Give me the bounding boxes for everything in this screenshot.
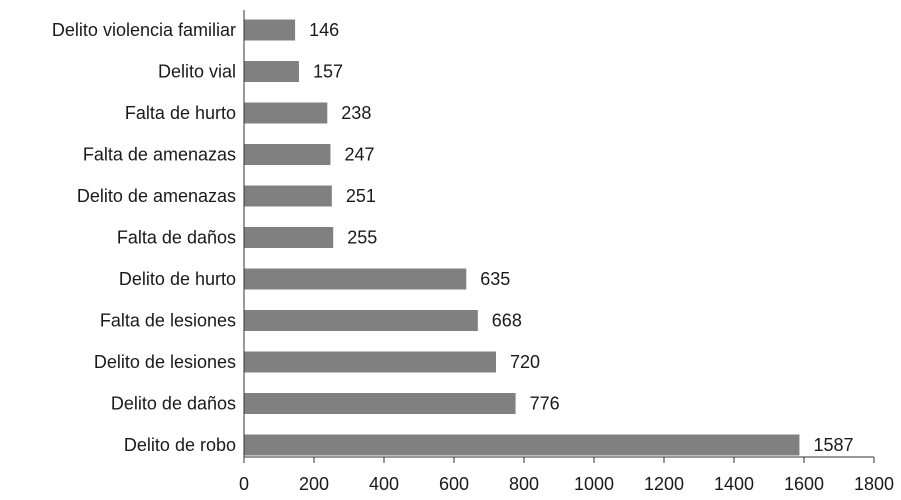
- category-label: Falta de lesiones: [100, 311, 236, 331]
- value-label: 720: [510, 352, 540, 372]
- value-label: 157: [313, 62, 343, 82]
- bar: [244, 144, 331, 165]
- value-label: 251: [346, 186, 376, 206]
- x-tick-label: 0: [239, 474, 249, 494]
- category-label: Delito de daños: [111, 394, 236, 414]
- value-label: 1587: [813, 435, 853, 455]
- value-label: 776: [530, 394, 560, 414]
- bar: [244, 19, 296, 41]
- x-tick-label: 1600: [784, 474, 824, 494]
- bar: [244, 61, 299, 82]
- bar: [244, 434, 800, 456]
- bars-group: [244, 19, 800, 456]
- x-tick-label: 600: [439, 474, 469, 494]
- axis-group: [243, 10, 874, 458]
- category-label: Delito vial: [158, 62, 236, 82]
- value-label: 668: [492, 311, 522, 331]
- x-tick-label: 1400: [714, 474, 754, 494]
- bar: [244, 102, 328, 124]
- category-label: Falta de hurto: [125, 103, 236, 123]
- x-tick-label: 1200: [644, 474, 684, 494]
- x-tick-label: 200: [299, 474, 329, 494]
- bar: [244, 351, 496, 373]
- category-label: Delito de lesiones: [94, 352, 236, 372]
- category-label: Falta de daños: [117, 228, 236, 248]
- category-label: Delito violencia familiar: [52, 20, 236, 40]
- bar: [244, 268, 467, 290]
- value-label: 247: [344, 145, 374, 165]
- x-tick-label: 800: [509, 474, 539, 494]
- category-label: Delito de amenazas: [77, 186, 236, 206]
- value-label: 635: [480, 269, 510, 289]
- bar: [244, 393, 516, 414]
- bar: [244, 185, 332, 207]
- x-tick-label: 400: [369, 474, 399, 494]
- category-labels-group: Delito violencia familiar Delito vial Falt…: [52, 20, 236, 455]
- value-label: 146: [309, 20, 339, 40]
- bar: [244, 227, 334, 248]
- category-label: Delito de robo: [124, 435, 236, 455]
- x-tick-label: 1000: [574, 474, 614, 494]
- category-label: Delito de hurto: [119, 269, 236, 289]
- value-label: 238: [341, 103, 371, 123]
- x-ticks-group: 0 200 400 600 800 1000 1200 1400 1600 1800: [239, 457, 894, 494]
- bar: [244, 310, 478, 331]
- x-tick-label: 1800: [854, 474, 894, 494]
- category-label: Falta de amenazas: [83, 145, 236, 165]
- value-label: 255: [347, 228, 377, 248]
- value-labels-group: 146 157 238 247 251 255 635 668 720 776 1587: [309, 20, 853, 455]
